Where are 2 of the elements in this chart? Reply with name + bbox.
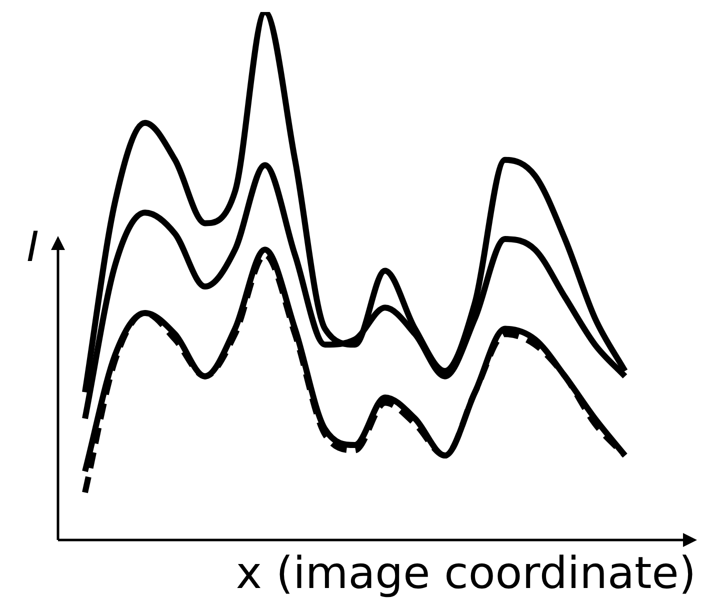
x-axis-title: x (image coordinate): [236, 548, 696, 599]
y-axis-title: I: [26, 222, 38, 272]
